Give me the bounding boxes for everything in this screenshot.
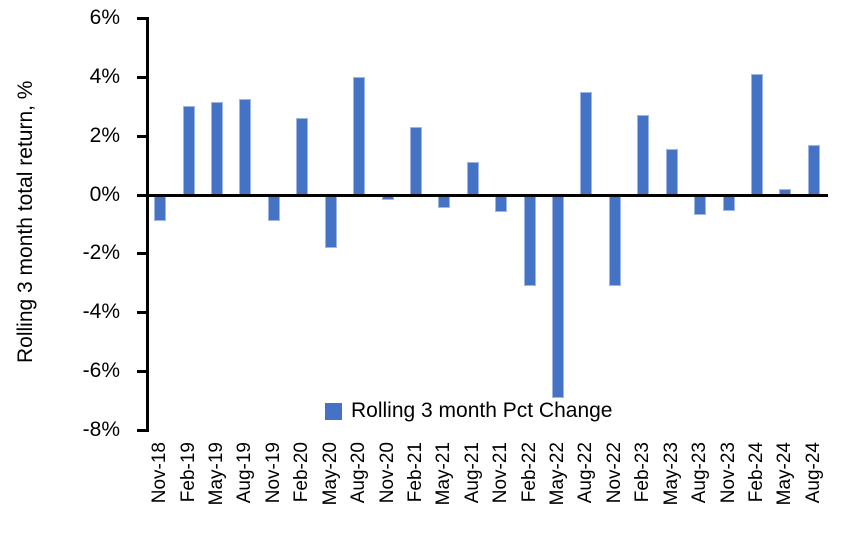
bar-Feb-20 <box>296 118 309 195</box>
y-axis-tick-label: 6% <box>89 6 120 29</box>
legend: Rolling 3 month Pct Change <box>325 399 613 423</box>
y-axis-tick-label: -4% <box>82 300 120 324</box>
y-axis-tick-mark <box>137 429 146 432</box>
y-axis-tick-mark <box>137 75 146 79</box>
bar-May-23 <box>665 148 678 195</box>
y-axis-tick-mark <box>137 193 146 197</box>
y-axis-tick-mark <box>137 17 146 20</box>
bar-Nov-18 <box>154 194 167 222</box>
y-axis-tick-label: 0% <box>89 182 120 206</box>
bar-Aug-19 <box>239 98 252 195</box>
y-axis-tick-label: -2% <box>82 241 120 265</box>
y-axis-tick-label: 4% <box>89 64 120 88</box>
y-axis-tick-mark <box>137 252 146 256</box>
bar-Nov-22 <box>608 194 621 286</box>
y-axis-tick-label: -8% <box>82 418 120 441</box>
bar-Aug-20 <box>353 76 366 195</box>
bar-Aug-24 <box>807 144 820 195</box>
bar-May-19 <box>211 101 224 195</box>
bar-Feb-22 <box>523 194 536 286</box>
bar-May-20 <box>324 194 337 248</box>
y-axis-tick-mark <box>137 134 146 138</box>
bar-Aug-22 <box>580 91 593 195</box>
y-axis-tick-label: 2% <box>89 123 120 147</box>
bar-Nov-19 <box>267 194 280 222</box>
y-axis-tick-label: -6% <box>82 359 120 383</box>
bar-May-22 <box>552 194 565 398</box>
y-axis-line <box>146 17 149 432</box>
x-axis-zero-line <box>146 193 828 197</box>
bar-Feb-23 <box>637 115 650 195</box>
legend-label: Rolling 3 month Pct Change <box>351 399 613 422</box>
bar-Aug-23 <box>694 194 707 216</box>
bar-Feb-19 <box>182 106 195 195</box>
bar-Feb-24 <box>750 73 763 195</box>
bar-Nov-23 <box>722 194 735 211</box>
legend-color-swatch <box>325 402 342 420</box>
bar-Feb-21 <box>409 126 422 195</box>
bar-Nov-21 <box>495 194 508 213</box>
y-axis-tick-mark <box>137 370 146 374</box>
bar-Aug-21 <box>466 162 479 195</box>
y-axis-tick-mark <box>137 311 146 315</box>
